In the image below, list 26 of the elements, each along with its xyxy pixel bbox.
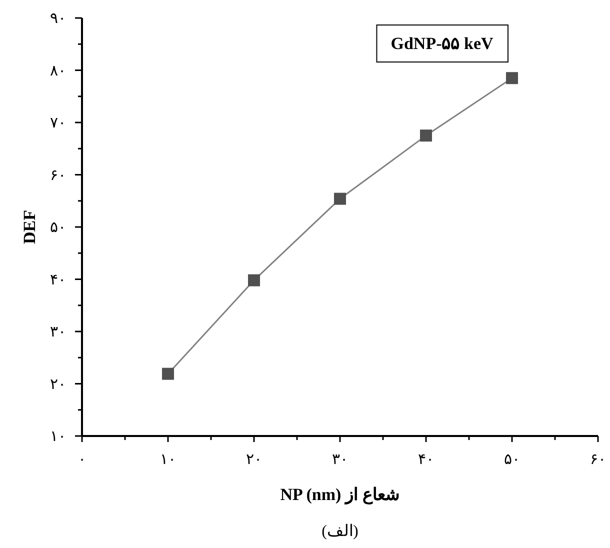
y-tick-label: ۶۰ [50, 168, 66, 184]
y-tick-label: ۱۰ [50, 429, 66, 445]
x-tick-label: ۴۰ [418, 452, 434, 468]
y-axis-title: DEF [20, 210, 39, 244]
y-tick-label: ۵۰ [50, 220, 66, 236]
y-tick-label: ۳۰ [50, 324, 66, 340]
annotation: GdNP-۵۵ keV [390, 34, 494, 53]
x-tick-label: ۰ [78, 452, 86, 468]
y-tick-label: ۷۰ [50, 116, 66, 132]
x-axis-title: شعاع از NP (nm) [280, 485, 400, 505]
y-tick-label: ۸۰ [50, 63, 66, 80]
y-tick-label: ۲۰ [50, 376, 66, 393]
point [334, 192, 346, 205]
x-tick-label: ۳۰ [332, 452, 348, 468]
point [162, 368, 174, 380]
y-tick-label: ۹۰ [50, 11, 66, 27]
x-tick-label: ۵۰ [504, 452, 520, 468]
point [248, 274, 260, 286]
x-tick-label: ۱۰ [160, 452, 176, 468]
point [420, 130, 432, 142]
y-tick-label: ۴۰ [50, 272, 66, 288]
point [506, 72, 518, 84]
x-tick-label: ۲۰ [246, 452, 262, 468]
label-box: GdNP-۵۵ keV [376, 24, 508, 62]
text: (الف) [322, 523, 358, 540]
x-tick-label: ۶۰ [590, 452, 606, 468]
